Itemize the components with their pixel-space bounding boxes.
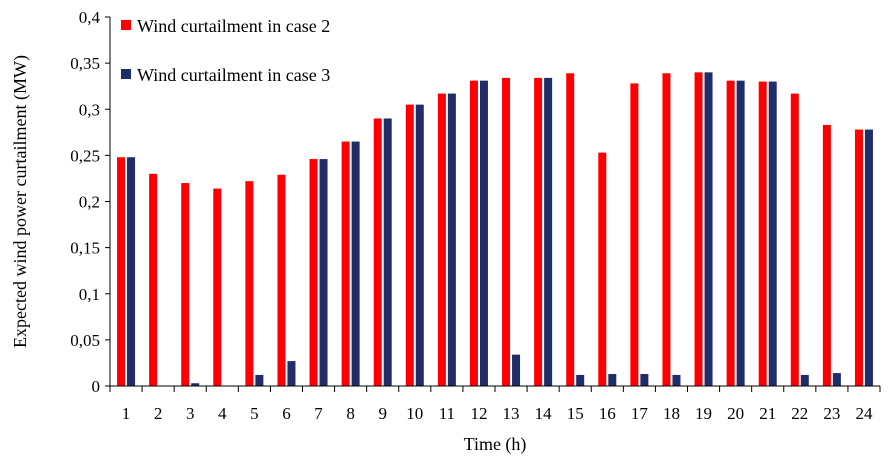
bar-case-3-h14 xyxy=(544,77,553,386)
bar-case-3-h15 xyxy=(576,374,585,386)
bar-case-3-h24 xyxy=(864,129,873,387)
x-tick-label: 20 xyxy=(727,404,744,423)
y-axis-ticks: 0 0,05 0,1 0,15 0,2 0,25 0,3 0,35 0,4 xyxy=(70,8,110,396)
x-tick-label: 5 xyxy=(250,404,259,423)
x-tick-label: 19 xyxy=(695,404,712,423)
bar-case-3-h17 xyxy=(640,374,649,386)
x-tick-label: 4 xyxy=(218,404,227,423)
bar-case-2-h14 xyxy=(534,77,543,386)
bar-case-3-h18 xyxy=(672,374,681,386)
x-tick-label: 3 xyxy=(186,404,195,423)
bar-case-3-h5 xyxy=(255,374,264,386)
x-axis-title: Time (h) xyxy=(464,434,527,455)
bar-case-3-h6 xyxy=(287,361,296,386)
x-tick-label: 6 xyxy=(282,404,291,423)
bar-case-3-h8 xyxy=(351,141,360,386)
y-tick-label: 0,35 xyxy=(70,54,100,73)
y-tick-label: 0,15 xyxy=(70,239,100,258)
bar-case-2-h4 xyxy=(213,188,222,386)
bar-case-3-h3 xyxy=(191,383,200,386)
bar-case-3-h7 xyxy=(319,159,328,386)
bar-case-2-h20 xyxy=(726,80,735,386)
bar-case-3-h1 xyxy=(127,157,136,386)
y-tick-label: 0,1 xyxy=(79,285,100,304)
x-tick-label: 22 xyxy=(791,404,808,423)
bar-case-3-h9 xyxy=(383,118,392,386)
bar-case-2-h5 xyxy=(245,181,254,386)
x-tick-label: 15 xyxy=(567,404,584,423)
y-tick-label: 0,05 xyxy=(70,331,100,350)
bar-case-2-h18 xyxy=(662,73,671,387)
bar-case-2-h3 xyxy=(181,183,190,386)
legend-swatch-case-2 xyxy=(121,20,131,30)
bar-case-2-h8 xyxy=(341,141,350,386)
bar-case-2-h2 xyxy=(149,173,158,386)
bar-case-2-h11 xyxy=(437,93,446,386)
bar-case-2-h19 xyxy=(694,72,703,386)
bar-case-2-h6 xyxy=(277,174,286,386)
bar-case-2-h16 xyxy=(598,152,607,386)
x-tick-label: 7 xyxy=(314,404,323,423)
bar-case-2-h23 xyxy=(822,124,831,387)
bar-case-3-h19 xyxy=(704,72,713,386)
bar-case-2-h17 xyxy=(630,83,639,387)
bar-case-2-h21 xyxy=(758,81,767,386)
bar-case-3-h21 xyxy=(768,81,777,386)
legend-label-case-3: Wind curtailment in case 3 xyxy=(137,65,330,85)
bar-case-2-h7 xyxy=(309,159,318,386)
bar-case-2-h12 xyxy=(469,80,478,386)
bar-case-3-h12 xyxy=(479,80,488,386)
legend: Wind curtailment in case 2 Wind curtailm… xyxy=(121,16,330,85)
bar-case-2-h10 xyxy=(405,104,414,386)
x-tick-label: 21 xyxy=(759,404,776,423)
bar-case-2-h13 xyxy=(502,77,511,386)
x-tick-label: 11 xyxy=(439,404,455,423)
bars xyxy=(117,72,873,387)
bar-case-3-h16 xyxy=(608,374,617,386)
bar-case-3-h10 xyxy=(415,104,424,386)
y-tick-label: 0,4 xyxy=(79,8,101,27)
x-tick-label: 23 xyxy=(823,404,840,423)
x-tick-label: 12 xyxy=(470,404,487,423)
bar-case-2-h15 xyxy=(566,73,575,387)
bar-case-3-h22 xyxy=(800,374,809,386)
x-tick-label: 9 xyxy=(378,404,387,423)
y-tick-label: 0 xyxy=(92,377,101,396)
legend-swatch-case-3 xyxy=(121,69,131,79)
y-axis-title: Expected wind power curtailment (MW) xyxy=(10,55,31,348)
x-tick-label: 17 xyxy=(631,404,649,423)
x-tick-label: 24 xyxy=(855,404,873,423)
x-tick-label: 14 xyxy=(535,404,553,423)
y-tick-label: 0,3 xyxy=(79,100,100,119)
x-tick-label: 1 xyxy=(122,404,131,423)
bar-case-2-h9 xyxy=(373,118,382,386)
y-tick-label: 0,2 xyxy=(79,193,100,212)
x-tick-label: 2 xyxy=(154,404,163,423)
bar-case-2-h1 xyxy=(117,157,126,386)
bar-case-3-h23 xyxy=(832,373,841,386)
bar-case-2-h24 xyxy=(854,129,863,387)
bar-case-3-h11 xyxy=(447,93,456,386)
x-tick-label: 13 xyxy=(503,404,520,423)
x-tick-label: 16 xyxy=(599,404,616,423)
y-tick-label: 0,25 xyxy=(70,146,100,165)
x-tick-label: 18 xyxy=(663,404,680,423)
x-tick-label: 8 xyxy=(346,404,355,423)
bar-case-2-h22 xyxy=(790,93,799,386)
bar-case-3-h20 xyxy=(736,80,745,386)
x-axis-ticks: 1 2 3 4 5 6 7 8 9 10 11 12 13 14 15 16 17 18 19 20 21 22 23 24 xyxy=(109,386,881,423)
legend-label-case-2: Wind curtailment in case 2 xyxy=(137,16,330,36)
bar-case-3-h13 xyxy=(512,354,521,386)
x-tick-label: 10 xyxy=(406,404,423,423)
